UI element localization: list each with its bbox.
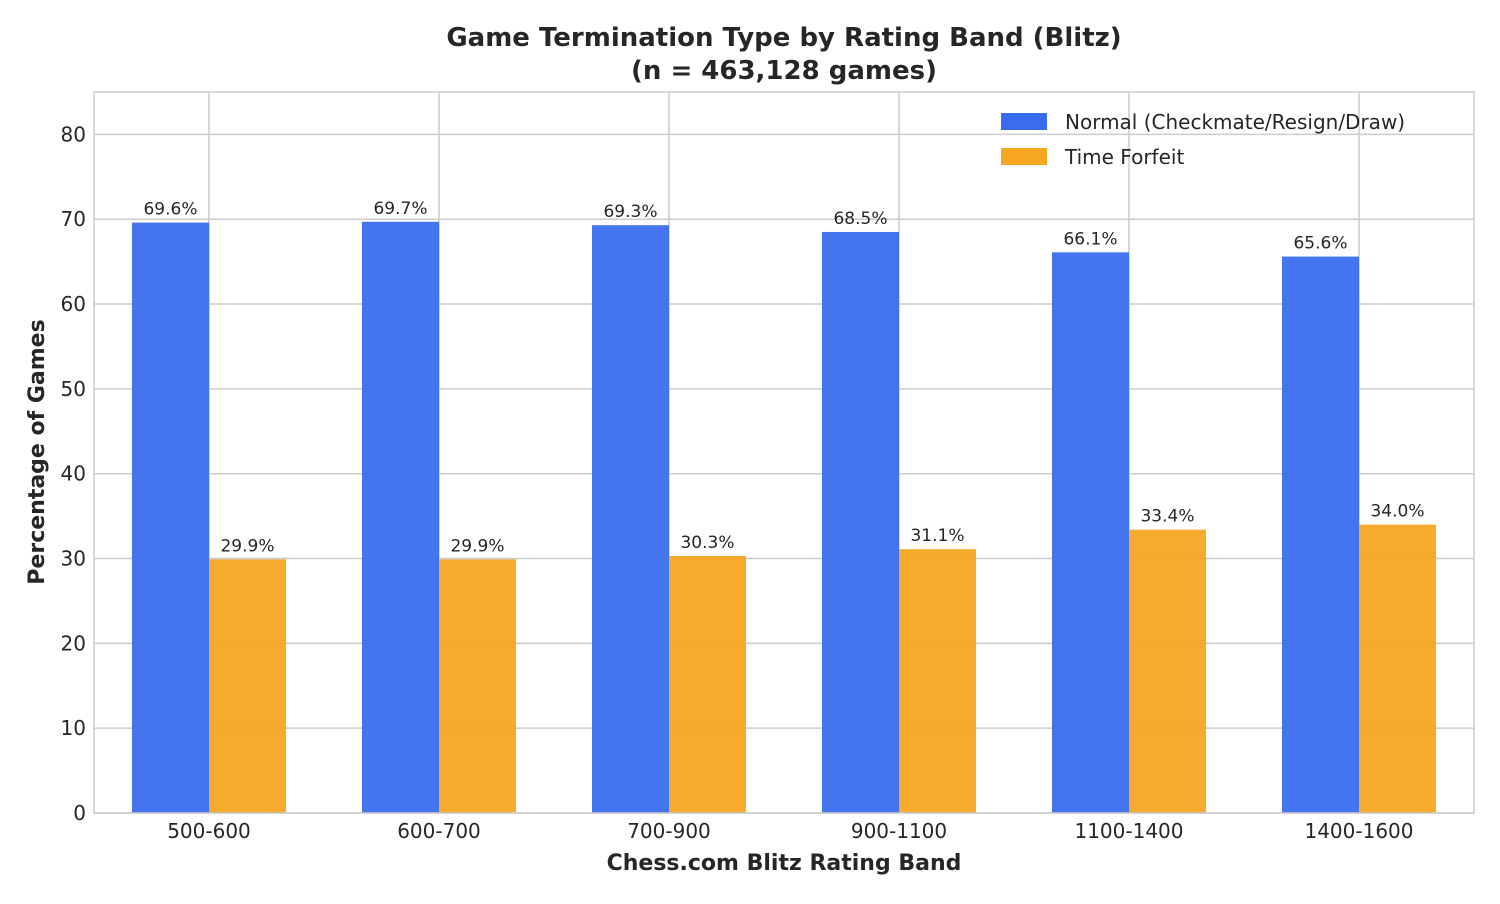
bar-normal bbox=[592, 225, 669, 813]
bar-value-label: 31.1% bbox=[910, 526, 964, 546]
legend: Normal (Checkmate/Resign/Draw) Time Forf… bbox=[1001, 110, 1405, 169]
bar-normal bbox=[362, 221, 439, 813]
bar-value-label: 69.6% bbox=[143, 200, 197, 220]
legend-label-normal: Normal (Checkmate/Resign/Draw) bbox=[1065, 110, 1405, 134]
chart-subtitle: (n = 463,128 games) bbox=[631, 56, 937, 86]
bar-value-label: 29.9% bbox=[450, 536, 504, 556]
y-tick-label: 50 bbox=[61, 377, 86, 401]
bar-time-forfeit bbox=[1129, 529, 1206, 813]
bar-normal bbox=[1282, 256, 1359, 814]
bar-value-label: 34.0% bbox=[1370, 502, 1424, 522]
bar-value-label: 65.6% bbox=[1293, 234, 1347, 254]
bar-value-labels: 69.6% 69.7% 69.3% 68.5% 66.1% 65.6% 29.9% 29.9%… bbox=[143, 199, 1424, 557]
y-tick-label: 80 bbox=[61, 122, 86, 146]
plot-frame bbox=[93, 91, 1475, 814]
bar-value-label: 30.3% bbox=[680, 533, 734, 553]
bar-time-forfeit bbox=[899, 549, 976, 813]
bar-time-forfeit bbox=[1359, 524, 1436, 813]
x-tick-label: 900-1100 bbox=[851, 819, 947, 843]
bar-value-label: 69.7% bbox=[373, 199, 427, 219]
bar-time-forfeit bbox=[209, 559, 286, 813]
y-tick-label: 0 bbox=[73, 801, 86, 825]
chart-title: Game Termination Type by Rating Band (Bl… bbox=[446, 23, 1121, 53]
legend-label-time-forfeit: Time Forfeit bbox=[1064, 145, 1184, 169]
y-tick-label: 10 bbox=[61, 716, 86, 740]
grid-layer bbox=[94, 92, 1474, 814]
bars-layer bbox=[132, 221, 1436, 814]
y-tick-label: 20 bbox=[61, 631, 86, 655]
x-axis-label: Chess.com Blitz Rating Band bbox=[607, 851, 962, 876]
y-tick-label: 60 bbox=[61, 292, 86, 316]
x-tick-label: 1100-1400 bbox=[1074, 819, 1183, 843]
bar-normal bbox=[822, 231, 899, 814]
x-tick-label: 600-700 bbox=[397, 819, 481, 843]
y-tick-label: 40 bbox=[61, 462, 86, 486]
y-tick-label: 30 bbox=[61, 547, 86, 571]
bar-normal bbox=[132, 222, 209, 813]
x-tick-label: 500-600 bbox=[167, 819, 251, 843]
bar-value-label: 29.9% bbox=[220, 536, 274, 556]
y-tick-label: 70 bbox=[61, 207, 86, 231]
legend-swatch-normal bbox=[1001, 113, 1047, 130]
bar-value-label: 69.3% bbox=[603, 202, 657, 222]
bar-value-label: 66.1% bbox=[1063, 229, 1117, 249]
bar-time-forfeit bbox=[669, 555, 746, 813]
bar-value-label: 68.5% bbox=[833, 209, 887, 229]
bar-normal bbox=[1052, 252, 1129, 813]
bar-value-label: 33.4% bbox=[1140, 507, 1194, 527]
x-tick-label: 700-900 bbox=[627, 819, 711, 843]
y-axis-label: Percentage of Games bbox=[25, 319, 50, 584]
axis-tick-labels: 0 10 20 30 40 50 60 70 80 500-600 600-700 700-900 90… bbox=[61, 122, 1414, 843]
legend-swatch-time-forfeit bbox=[1001, 148, 1047, 165]
bar-time-forfeit bbox=[439, 559, 516, 813]
x-tick-label: 1400-1600 bbox=[1304, 819, 1413, 843]
